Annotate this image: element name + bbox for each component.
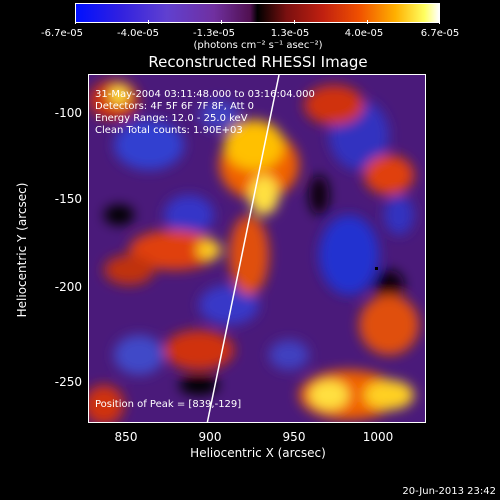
colorbar-tick-mark	[439, 20, 440, 24]
x-axis-label: Heliocentric X (arcsec)	[190, 446, 326, 460]
colorbar	[75, 3, 440, 23]
energy-range-text: Energy Range: 12.0 - 25.0 keV	[95, 113, 248, 124]
solar-limb-line	[206, 75, 280, 422]
peak-position-text: Position of Peak = [839,-129]	[95, 399, 242, 410]
rhessi-image-plot: 31-May-2004 03:11:48.000 to 03:16:04.000…	[88, 74, 426, 423]
timestamp-footer: 20-Jun-2013 23:42	[402, 486, 496, 497]
peak-marker	[375, 267, 378, 270]
colorbar-tick-label: 6.7e-05	[420, 28, 460, 39]
detectors-text: Detectors: 4F 5F 6F 7F 8F, Att 0	[95, 101, 255, 112]
y-tick-label: -200	[54, 280, 82, 294]
colorbar-tick-label: -6.7e-05	[41, 28, 83, 39]
colorbar-units: (photons cm⁻² s⁻¹ asec⁻²)	[193, 40, 323, 51]
colorbar-tick-mark	[367, 20, 368, 24]
y-tick-label: -100	[54, 106, 82, 120]
y-axis-label: Heliocentric Y (arcsec)	[15, 182, 29, 318]
x-tick-label: 850	[114, 430, 138, 444]
colorbar-tick-mark	[221, 20, 222, 24]
x-tick-label: 900	[198, 430, 222, 444]
colorbar-tick-mark	[294, 20, 295, 24]
colorbar-tick-label: -1.3e-05	[193, 28, 235, 39]
y-tick-label: -250	[54, 375, 82, 389]
time-range-text: 31-May-2004 03:11:48.000 to 03:16:04.000	[95, 89, 315, 100]
colorbar-tick-label: 1.3e-05	[270, 28, 310, 39]
y-tick-label: -150	[54, 192, 82, 206]
x-tick-label: 950	[282, 430, 306, 444]
image-title: Reconstructed RHESSI Image	[148, 53, 368, 71]
colorbar-tick-mark	[75, 20, 76, 24]
colorbar-tick-mark	[148, 20, 149, 24]
colorbar-tick-label: -4.0e-05	[117, 28, 159, 39]
x-tick-label: 1000	[362, 430, 394, 444]
rhessi-image-map	[89, 75, 425, 422]
clean-counts-text: Clean Total counts: 1.90E+03	[95, 125, 243, 136]
colorbar-tick-label: 4.0e-05	[344, 28, 384, 39]
